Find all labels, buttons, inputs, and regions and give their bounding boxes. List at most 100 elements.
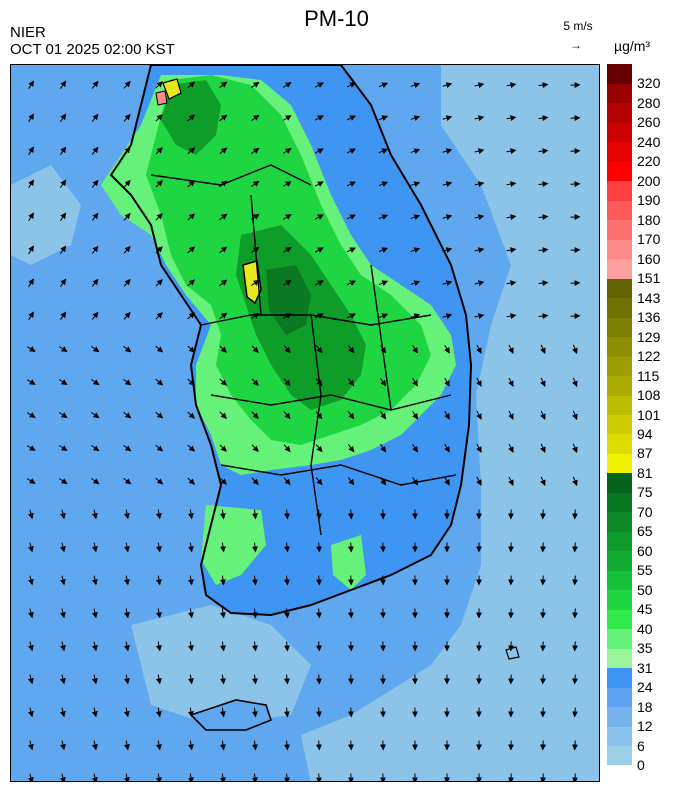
legend-label: 35 (637, 640, 653, 657)
wind-arrow (123, 311, 131, 320)
wind-arrow (251, 114, 260, 122)
wind-arrow (251, 279, 260, 287)
legend-label: 12 (637, 718, 653, 735)
wind-arrow (251, 608, 258, 619)
wind-arrow (476, 344, 482, 354)
legend-label: 0 (637, 757, 645, 773)
wind-arrow (123, 444, 132, 452)
wind-arrow (538, 214, 549, 221)
legend-label: 55 (637, 562, 653, 579)
wind-arrow (347, 773, 354, 781)
wind-arrow (26, 346, 36, 352)
legend-label: 129 (637, 328, 661, 345)
wind-arrow (187, 740, 194, 751)
wind-arrow (346, 214, 356, 220)
legend-swatch (607, 336, 632, 357)
wind-arrow (315, 509, 322, 520)
wind-arrow (282, 280, 292, 286)
legend-swatch (607, 180, 632, 201)
wind-arrow (540, 344, 546, 355)
wind-arrow (91, 311, 99, 320)
wind-reference-label: 5 m/s (563, 19, 593, 33)
wind-arrow (155, 477, 164, 485)
wind-arrow (538, 148, 549, 155)
wind-arrow (219, 740, 226, 751)
unit-label: µg/m³ (614, 38, 651, 54)
pm-hotspot-pink (155, 90, 168, 106)
wind-arrow (283, 740, 290, 751)
wind-arrow (251, 180, 260, 188)
wind-arrow (315, 477, 323, 486)
wind-arrow (187, 378, 196, 386)
wind-arrow (474, 148, 485, 155)
legend-label: 40 (637, 620, 653, 637)
wind-arrow (155, 180, 163, 188)
wind-arrow (251, 674, 258, 685)
legend-swatch (607, 472, 632, 493)
wind-arrow (155, 542, 162, 553)
wind-arrow (444, 344, 450, 354)
wind-arrow (91, 278, 99, 287)
wind-arrow (347, 674, 354, 685)
wind-arrow (155, 147, 163, 155)
wind-arrow (315, 575, 322, 586)
wind-arrow (91, 146, 99, 155)
wind-arrow (410, 148, 421, 155)
wind-arrow (91, 245, 99, 254)
wind-arrow (540, 410, 546, 421)
wind-arrow (347, 575, 354, 586)
wind-arrow (59, 80, 67, 89)
wind-arrow (380, 477, 387, 486)
wind-arrow (26, 379, 36, 385)
wind-arrow (347, 509, 354, 520)
wind-arrow (347, 378, 355, 387)
legend-label: 151 (637, 270, 661, 287)
wind-arrow (187, 81, 196, 89)
legend-label: 143 (637, 289, 661, 306)
peninsula-outline (109, 65, 473, 617)
wind-arrow (219, 114, 228, 122)
legend-label: 94 (637, 425, 653, 442)
wind-arrow (219, 279, 228, 287)
wind-arrow (506, 82, 517, 89)
wind-arrow (315, 444, 323, 453)
wind-arrow (410, 214, 421, 221)
wind-arrow (538, 247, 549, 254)
wind-arrow (59, 773, 66, 781)
wind-arrow (283, 773, 290, 781)
wind-arrow (346, 280, 356, 286)
wind-arrow (58, 379, 68, 386)
wind-arrow (187, 213, 196, 221)
wind-arrow (444, 476, 450, 486)
legend-label: 115 (637, 367, 660, 384)
wind-arrow (91, 80, 99, 89)
wind-arrow (219, 213, 228, 221)
wind-arrow (123, 113, 131, 122)
wind-arrow (378, 181, 389, 187)
header-info: NIER OCT 01 2025 02:00 KST (10, 24, 175, 58)
wind-arrow (123, 378, 132, 386)
legend-swatch (607, 356, 632, 377)
legend-label: 180 (637, 211, 661, 228)
sea-low-south (131, 605, 311, 725)
wind-arrow (508, 410, 514, 420)
wind-arrow (572, 377, 578, 388)
wind-arrow (28, 146, 34, 156)
wind-arrow (155, 509, 162, 520)
sea-low-west (11, 165, 81, 265)
wind-arrow (219, 509, 226, 520)
wind-arrow (123, 674, 130, 685)
wind-arrow (378, 280, 389, 286)
wind-arrow (187, 345, 196, 353)
wind-arrow (283, 477, 291, 486)
wind-arrow (315, 608, 322, 619)
wind-arrow (378, 247, 389, 253)
wind-arrow (508, 344, 514, 354)
wind-arrow (283, 542, 290, 553)
wind-arrow (314, 181, 324, 187)
wind-arrow (91, 608, 98, 619)
wind-arrow (59, 113, 67, 122)
legend-label: 260 (637, 114, 661, 131)
wind-arrow (347, 542, 354, 553)
wind-arrow (282, 313, 292, 319)
